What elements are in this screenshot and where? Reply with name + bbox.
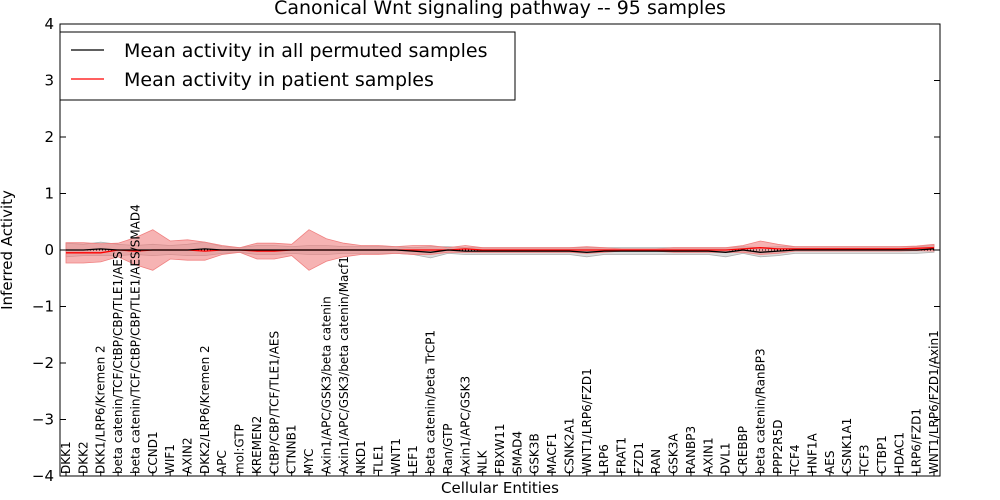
x-tick-label: TLE1 [372,445,386,475]
x-tick-label: DKK2 [76,441,90,474]
x-tick-label: MYC [302,449,316,474]
x-tick-label: TCF4 [788,444,802,475]
x-tick-label: CTNNB1 [285,424,299,474]
legend-label-patient: Mean activity in patient samples [124,69,434,91]
y-tick-label: −2 [32,354,54,372]
y-tick-label: 2 [44,128,54,146]
y-axis-label: Inferred Activity [0,190,16,310]
x-tick-label: WNT1/LRP6/FZD1/Axin1 [927,330,941,474]
x-tick-label: FRAT1 [615,437,629,474]
x-tick-label: FBXW11 [493,424,507,475]
chart-title: Canonical Wnt signaling pathway -- 95 sa… [274,0,726,19]
x-tick-label: CTBP1 [875,435,889,474]
x-tick-label: SMAD4 [510,431,524,474]
x-tick-label: Ran/GTP [441,423,455,474]
x-tick-label: DKK1 [59,441,73,474]
x-tick-label: beta catenin/RanBP3 [753,348,767,474]
x-tick-label: HNF1A [806,432,820,474]
legend: Mean activity in all permuted samples Me… [59,31,516,101]
x-tick-label: CREBBP [736,426,750,474]
y-tick-label: −1 [32,298,54,316]
x-tick-label: APC [215,450,229,474]
patient-mean-line [66,247,935,254]
y-tick-label: −3 [32,411,54,429]
x-tick-label: TCF3 [858,444,872,475]
y-tick-label: 0 [44,241,54,259]
x-tick-label: DKK2/LRP6/Kremen 2 [198,345,212,474]
y-tick-label: −4 [32,467,54,485]
x-tick-label: LRP6/FZD1 [910,408,924,474]
x-tick-label: RANBP3 [684,426,698,474]
x-tick-label: LRP6 [597,444,611,474]
x-tick-label: NLK [476,449,490,474]
x-tick-label: CSNK1A1 [840,418,854,474]
x-tick-label: beta catenin/beta TrCP1 [424,330,438,474]
legend-label-permuted: Mean activity in all permuted samples [124,40,487,62]
x-tick-label: RAN [649,449,663,474]
x-tick-label: DKK1/LRP6/Kremen 2 [94,345,108,474]
x-tick-label: LEF1 [406,445,420,474]
x-tick-label: CtBP/CBP/TCF/TLE1/AES [267,331,281,474]
x-tick-label: NKD1 [354,440,368,474]
x-axis-label: Cellular Entities [441,479,559,497]
x-tick-label: mol:GTP [233,424,247,474]
x-tick-label: KREMEN2 [250,416,264,474]
x-tick-label: WNT1 [389,438,403,474]
x-tick-label: Axin1/APC/GSK3 [458,376,472,474]
permuted-mean-line [66,248,935,253]
y-tick-label: 1 [44,185,54,203]
x-tick-label: Axin1/APC/GSK3/beta catenin [319,296,333,474]
x-tick-label: Axin1/APC/GSK3/beta catenin/Macf1 [337,256,351,474]
y-tick-label: 3 [44,72,54,90]
x-tick-label: FZD1 [632,442,646,474]
x-tick-label: beta catenin/TCF/CtBP/CBP/TLE1/AES/SMAD4 [128,204,142,474]
x-tick-label: beta catenin/TCF/CtBP/CBP/TLE1/AES [111,251,125,474]
x-tick-label: CSNK2A1 [562,418,576,474]
x-tick-label: GSK3B [528,433,542,474]
x-tick-label: CCND1 [146,431,160,474]
x-tick-label: AES [823,451,837,474]
x-tick-label: AXIN2 [181,437,195,474]
x-tick-label: AXIN1 [701,437,715,474]
legend-box [59,31,516,101]
x-tick-label: PPP2R5D [771,419,785,474]
x-tick-label: WNT1/LRP6/FZD1 [580,368,594,474]
x-tick-label: WIF1 [163,444,177,474]
x-tick-label: DVL1 [719,442,733,474]
x-tick-label: GSK3A [667,433,681,474]
x-tick-label: MACF1 [545,433,559,474]
x-tick-label: HDAC1 [892,432,906,474]
y-tick-label: 4 [44,15,54,33]
